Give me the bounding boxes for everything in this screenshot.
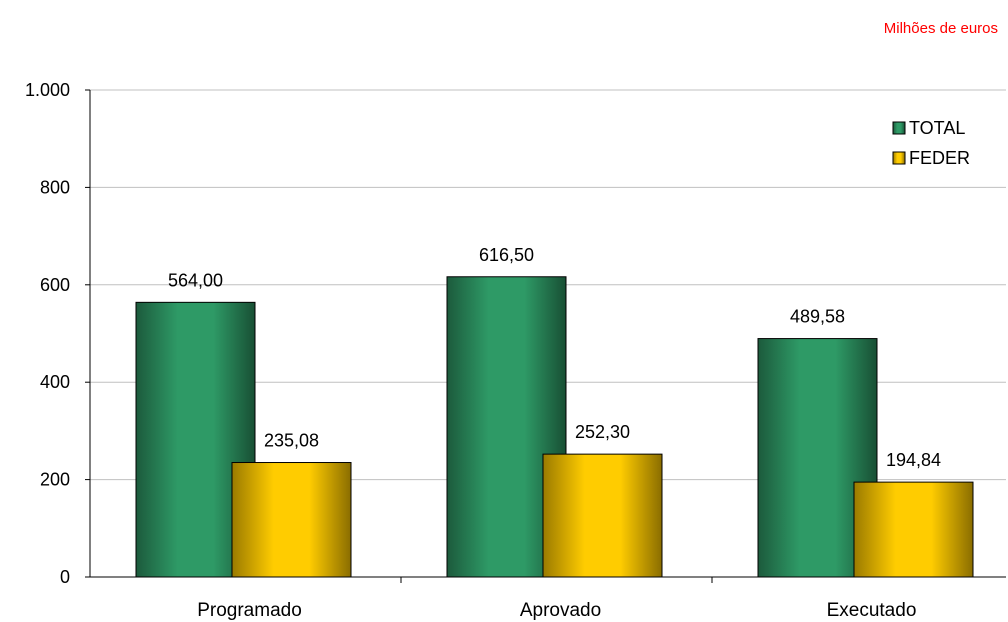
y-tick-label: 400 bbox=[40, 372, 70, 392]
data-label-feder: 252,30 bbox=[575, 422, 630, 442]
bar-feder bbox=[542, 453, 663, 578]
unit-label: Milhões de euros bbox=[883, 20, 998, 37]
bar-feder bbox=[231, 462, 352, 578]
data-label-feder: 194,84 bbox=[886, 450, 941, 470]
y-tick-label: 1.000 bbox=[25, 80, 70, 100]
y-tick-label: 200 bbox=[40, 470, 70, 490]
y-tick-label: 600 bbox=[40, 275, 70, 295]
legend-swatch-total bbox=[892, 121, 906, 135]
bar-feder bbox=[853, 481, 974, 578]
data-label-total: 616,50 bbox=[479, 245, 534, 265]
legend-label-total: TOTAL bbox=[909, 118, 965, 138]
y-tick-label: 800 bbox=[40, 177, 70, 197]
x-tick-label: Executado bbox=[827, 600, 917, 621]
x-tick-label: Programado bbox=[197, 600, 302, 621]
y-tick-label: 0 bbox=[60, 567, 70, 587]
data-label-total: 489,58 bbox=[790, 307, 845, 327]
data-label-total: 564,00 bbox=[168, 270, 223, 290]
legend-label-feder: FEDER bbox=[909, 148, 970, 168]
data-label-feder: 235,08 bbox=[264, 431, 319, 451]
x-tick-label: Aprovado bbox=[520, 600, 601, 621]
legend-swatch-feder bbox=[892, 151, 906, 165]
